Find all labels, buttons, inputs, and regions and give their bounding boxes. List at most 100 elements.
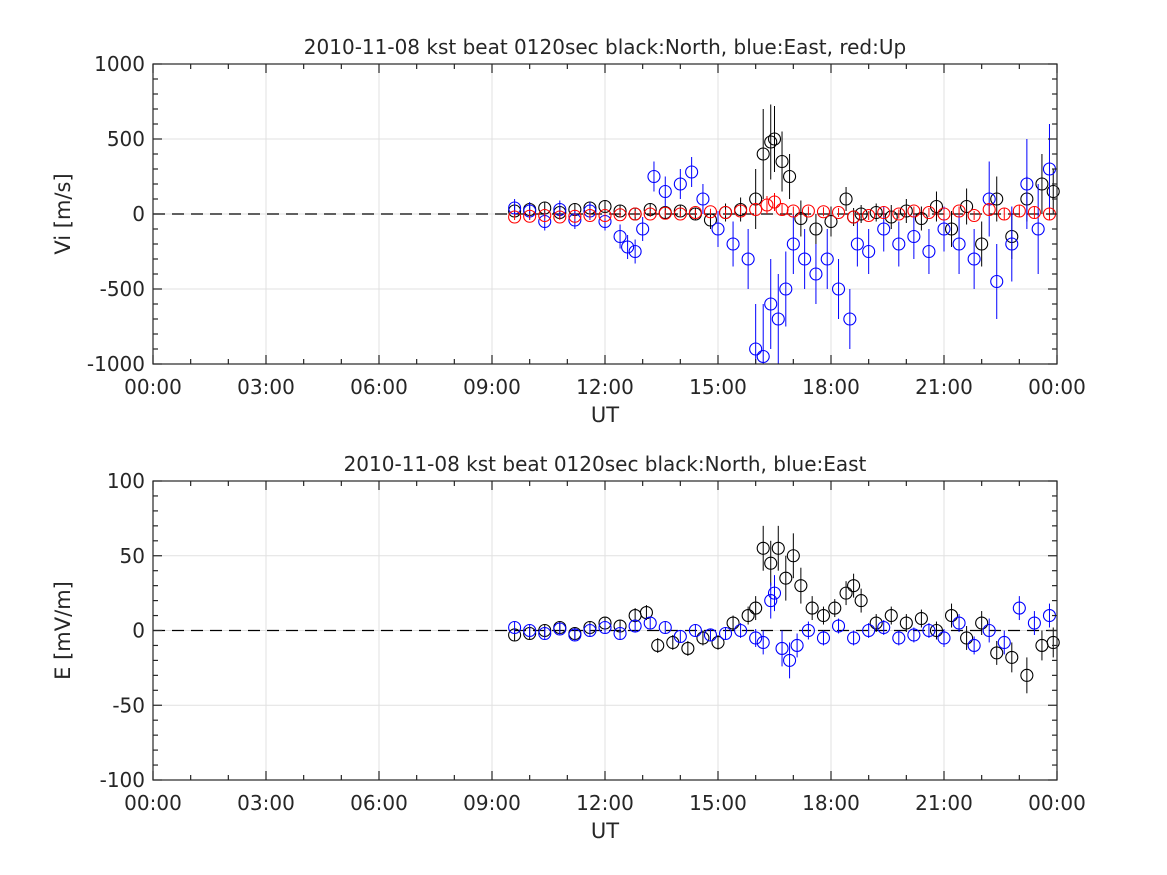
data-point <box>775 641 789 655</box>
data-point <box>726 616 740 630</box>
data-point <box>734 623 748 638</box>
data-point <box>756 541 770 555</box>
data-point <box>734 204 748 218</box>
data-point <box>820 252 834 266</box>
data-point <box>696 631 710 645</box>
x-tick-label: 00:00 <box>124 791 182 815</box>
data-point <box>613 229 627 244</box>
data-point <box>647 169 661 184</box>
data-point <box>1027 205 1041 220</box>
series-north <box>508 525 1060 694</box>
data-point <box>847 210 861 224</box>
data-point <box>771 312 785 326</box>
data-point <box>839 586 853 600</box>
data-point <box>696 192 710 206</box>
y-tick-label: 500 <box>107 127 145 151</box>
data-point <box>922 623 936 638</box>
data-point <box>673 207 687 221</box>
data-point <box>783 169 797 184</box>
electric-field-data <box>508 525 1060 694</box>
data-point <box>568 628 582 642</box>
data-point <box>862 244 876 259</box>
data-point <box>1020 177 1034 191</box>
data-point <box>779 282 793 296</box>
data-point <box>862 623 876 638</box>
data-point <box>892 631 906 645</box>
data-point <box>877 222 891 236</box>
data-point <box>688 623 702 638</box>
velocity-data <box>508 104 1060 364</box>
data-point <box>583 208 597 223</box>
data-point <box>997 207 1011 221</box>
data-point <box>850 237 864 251</box>
data-point <box>767 132 782 146</box>
series-north <box>508 104 1060 267</box>
data-point <box>914 611 928 626</box>
data-point <box>764 135 778 149</box>
data-point <box>831 282 846 296</box>
data-point <box>628 619 642 633</box>
data-point <box>828 601 842 615</box>
data-point <box>703 628 718 642</box>
data-point <box>922 205 936 220</box>
electric-field-x-axis-label: UT <box>591 819 619 843</box>
data-point <box>786 204 800 218</box>
data-point <box>899 616 913 630</box>
data-point <box>952 237 966 251</box>
data-point <box>862 208 876 223</box>
y-tick-label: -500 <box>100 277 145 301</box>
data-point <box>907 229 921 244</box>
data-point <box>718 205 733 220</box>
y-tick-label: -1000 <box>87 352 145 376</box>
data-point <box>651 638 665 653</box>
data-point <box>749 601 763 615</box>
data-point <box>790 638 804 653</box>
data-point <box>508 210 522 224</box>
data-point <box>553 622 567 636</box>
data-point <box>767 195 782 209</box>
data-point <box>990 274 1004 289</box>
data-point <box>764 297 778 311</box>
data-point <box>816 631 831 645</box>
data-point <box>681 641 695 655</box>
data-point <box>598 620 612 635</box>
data-point <box>869 205 883 220</box>
data-point <box>538 208 552 223</box>
data-point <box>952 204 966 218</box>
data-point <box>839 192 853 206</box>
x-tick-label: 06:00 <box>350 375 408 399</box>
electric-field-axes: 00:00 03:00 06:00 09:00 12:00 15:00 18:00 21:00… <box>100 469 1086 815</box>
data-point <box>794 579 808 593</box>
data-point <box>523 209 537 223</box>
x-tick-label: 00:00 <box>1028 791 1086 815</box>
data-point <box>628 207 642 221</box>
data-point <box>775 154 789 169</box>
data-point <box>726 237 740 251</box>
data-point <box>643 207 657 221</box>
data-point <box>628 244 642 259</box>
data-point <box>783 653 797 667</box>
x-tick-label: 15:00 <box>689 791 747 815</box>
data-point <box>937 207 951 221</box>
data-point <box>967 208 981 223</box>
data-point <box>944 222 959 236</box>
velocity-y-axis-label: Vi [m/s] <box>51 173 75 254</box>
series-east <box>508 575 1057 679</box>
data-point <box>685 165 699 179</box>
x-tick-label: 15:00 <box>689 375 747 399</box>
data-point <box>658 620 672 635</box>
data-point <box>997 635 1011 650</box>
data-point <box>749 202 763 217</box>
data-point <box>937 631 951 645</box>
data-point <box>779 571 793 585</box>
y-tick-label: 100 <box>107 469 145 493</box>
velocity-axes: 00:00 03:00 06:00 09:00 12:00 15:00 18:00 21:00… <box>87 52 1086 399</box>
data-point <box>801 623 815 638</box>
data-point <box>952 616 966 630</box>
data-point <box>884 608 898 623</box>
y-tick-label: 0 <box>132 202 145 226</box>
electric-field-y-axis-label: E [mV/m] <box>51 581 75 680</box>
data-point <box>786 237 800 251</box>
data-point <box>508 620 522 635</box>
